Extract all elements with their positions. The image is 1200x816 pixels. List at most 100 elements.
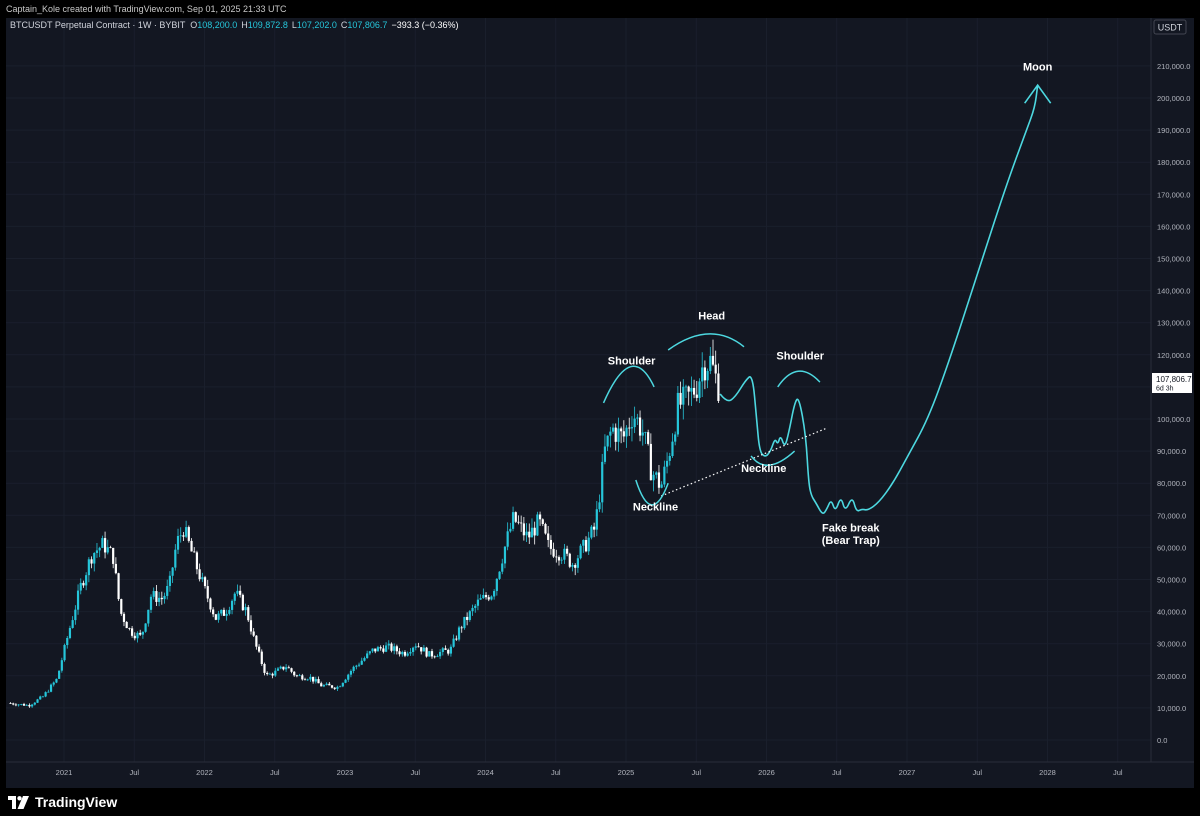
candle-body: [171, 567, 174, 576]
candle-body: [628, 427, 631, 429]
price-tick-label: 130,000.0: [1157, 319, 1190, 328]
candle: [233, 592, 236, 605]
candle: [284, 664, 288, 672]
candle-body: [106, 547, 109, 553]
candle: [552, 542, 555, 558]
price-tick-label: 120,000.0: [1157, 351, 1190, 360]
candle-body: [649, 443, 652, 481]
candle-body: [274, 670, 277, 676]
candle-body: [571, 564, 574, 567]
candle-body: [301, 675, 304, 680]
candle-body: [52, 682, 55, 685]
candle: [511, 506, 515, 532]
candle: [317, 676, 320, 684]
candle: [617, 417, 620, 452]
projection-path: [719, 85, 1039, 514]
pattern-drawings: [602, 83, 1052, 514]
candle-body: [382, 648, 385, 652]
price-tick-label: 90,000.0: [1157, 447, 1186, 456]
candle-body: [185, 527, 188, 537]
candle-body: [652, 474, 655, 481]
candle-body: [509, 528, 512, 532]
candle-body: [582, 540, 585, 546]
candle-body: [398, 651, 401, 655]
candle: [14, 703, 18, 707]
time-tick-label: Jul: [270, 768, 280, 777]
candle-body: [244, 607, 247, 611]
candle-body: [701, 367, 704, 382]
candle: [593, 522, 596, 538]
legend-close-value: 107,806.7: [347, 20, 387, 30]
legend-change-value: −393.3 (−0.36%): [391, 20, 458, 30]
candle: [414, 643, 417, 651]
tradingview-icon: [8, 795, 29, 809]
candle: [336, 685, 339, 692]
candle: [112, 547, 115, 569]
legend-low-label: L: [292, 20, 297, 30]
pattern-label: Moon: [1023, 62, 1053, 74]
head-arc: [667, 333, 745, 351]
candle: [349, 669, 353, 678]
candle-body: [395, 646, 398, 652]
candle-body: [611, 427, 615, 432]
candle-body: [449, 646, 453, 654]
candle-body: [368, 651, 371, 654]
price-scale[interactable]: 0.0 10,000.0 20,000.0 30,000.0 40,000.0 50,00…: [1157, 62, 1190, 745]
candle-body: [487, 597, 490, 600]
candle-body: [409, 651, 412, 654]
candle-body: [76, 590, 80, 610]
time-scale[interactable]: 2021 Jul 2022 Jul 2023 Jul 2024 Jul 2025 Jul 2026 J…: [56, 768, 1123, 777]
chart-canvas[interactable]: Shoulder Head Shoulder Neckline Neckline Fake…: [6, 18, 1194, 788]
candle: [171, 567, 174, 583]
candle-body: [430, 651, 434, 657]
candle: [638, 410, 642, 442]
candle-body: [349, 670, 353, 675]
candle-body: [676, 392, 679, 435]
candle: [149, 594, 153, 613]
candle: [306, 678, 309, 681]
candle: [120, 598, 123, 616]
candle: [44, 691, 47, 698]
candle: [328, 681, 331, 686]
candle: [501, 558, 504, 575]
candle-body: [460, 627, 463, 629]
candle: [52, 681, 55, 687]
candle-body: [290, 668, 293, 672]
candle-body: [376, 647, 380, 652]
candle: [568, 552, 571, 569]
candle-body: [711, 355, 715, 365]
tradingview-logo[interactable]: TradingView: [8, 792, 117, 812]
candle: [547, 525, 550, 548]
currency-box[interactable]: [1153, 19, 1187, 35]
candle: [687, 385, 690, 406]
candle-body: [39, 696, 42, 700]
candle: [439, 649, 442, 659]
price-tick-label: 40,000.0: [1157, 608, 1186, 617]
candle-body: [706, 370, 709, 381]
candle: [403, 650, 407, 658]
candle: [117, 572, 120, 601]
candle-body: [125, 621, 128, 629]
candle: [520, 515, 523, 532]
candle: [425, 646, 428, 658]
candle-body: [371, 648, 374, 652]
candle: [384, 642, 388, 653]
price-tick-label: 150,000.0: [1157, 255, 1190, 264]
candle-body: [66, 637, 69, 646]
candle-body: [625, 427, 628, 437]
footer: TradingView: [0, 788, 1200, 816]
candle: [201, 572, 204, 583]
time-tick-label: 2025: [618, 768, 635, 777]
chart-area[interactable]: Shoulder Head Shoulder Neckline Neckline Fake…: [6, 18, 1194, 788]
candle-body: [82, 582, 85, 586]
candle-body: [684, 386, 688, 388]
candle: [298, 673, 301, 677]
candle-body: [163, 595, 166, 600]
candle-body: [644, 432, 647, 433]
candle-body: [482, 594, 485, 599]
candle: [47, 689, 50, 693]
candle-body: [103, 538, 107, 553]
candle-body: [298, 675, 301, 677]
candle: [636, 413, 639, 426]
candle: [166, 579, 169, 600]
